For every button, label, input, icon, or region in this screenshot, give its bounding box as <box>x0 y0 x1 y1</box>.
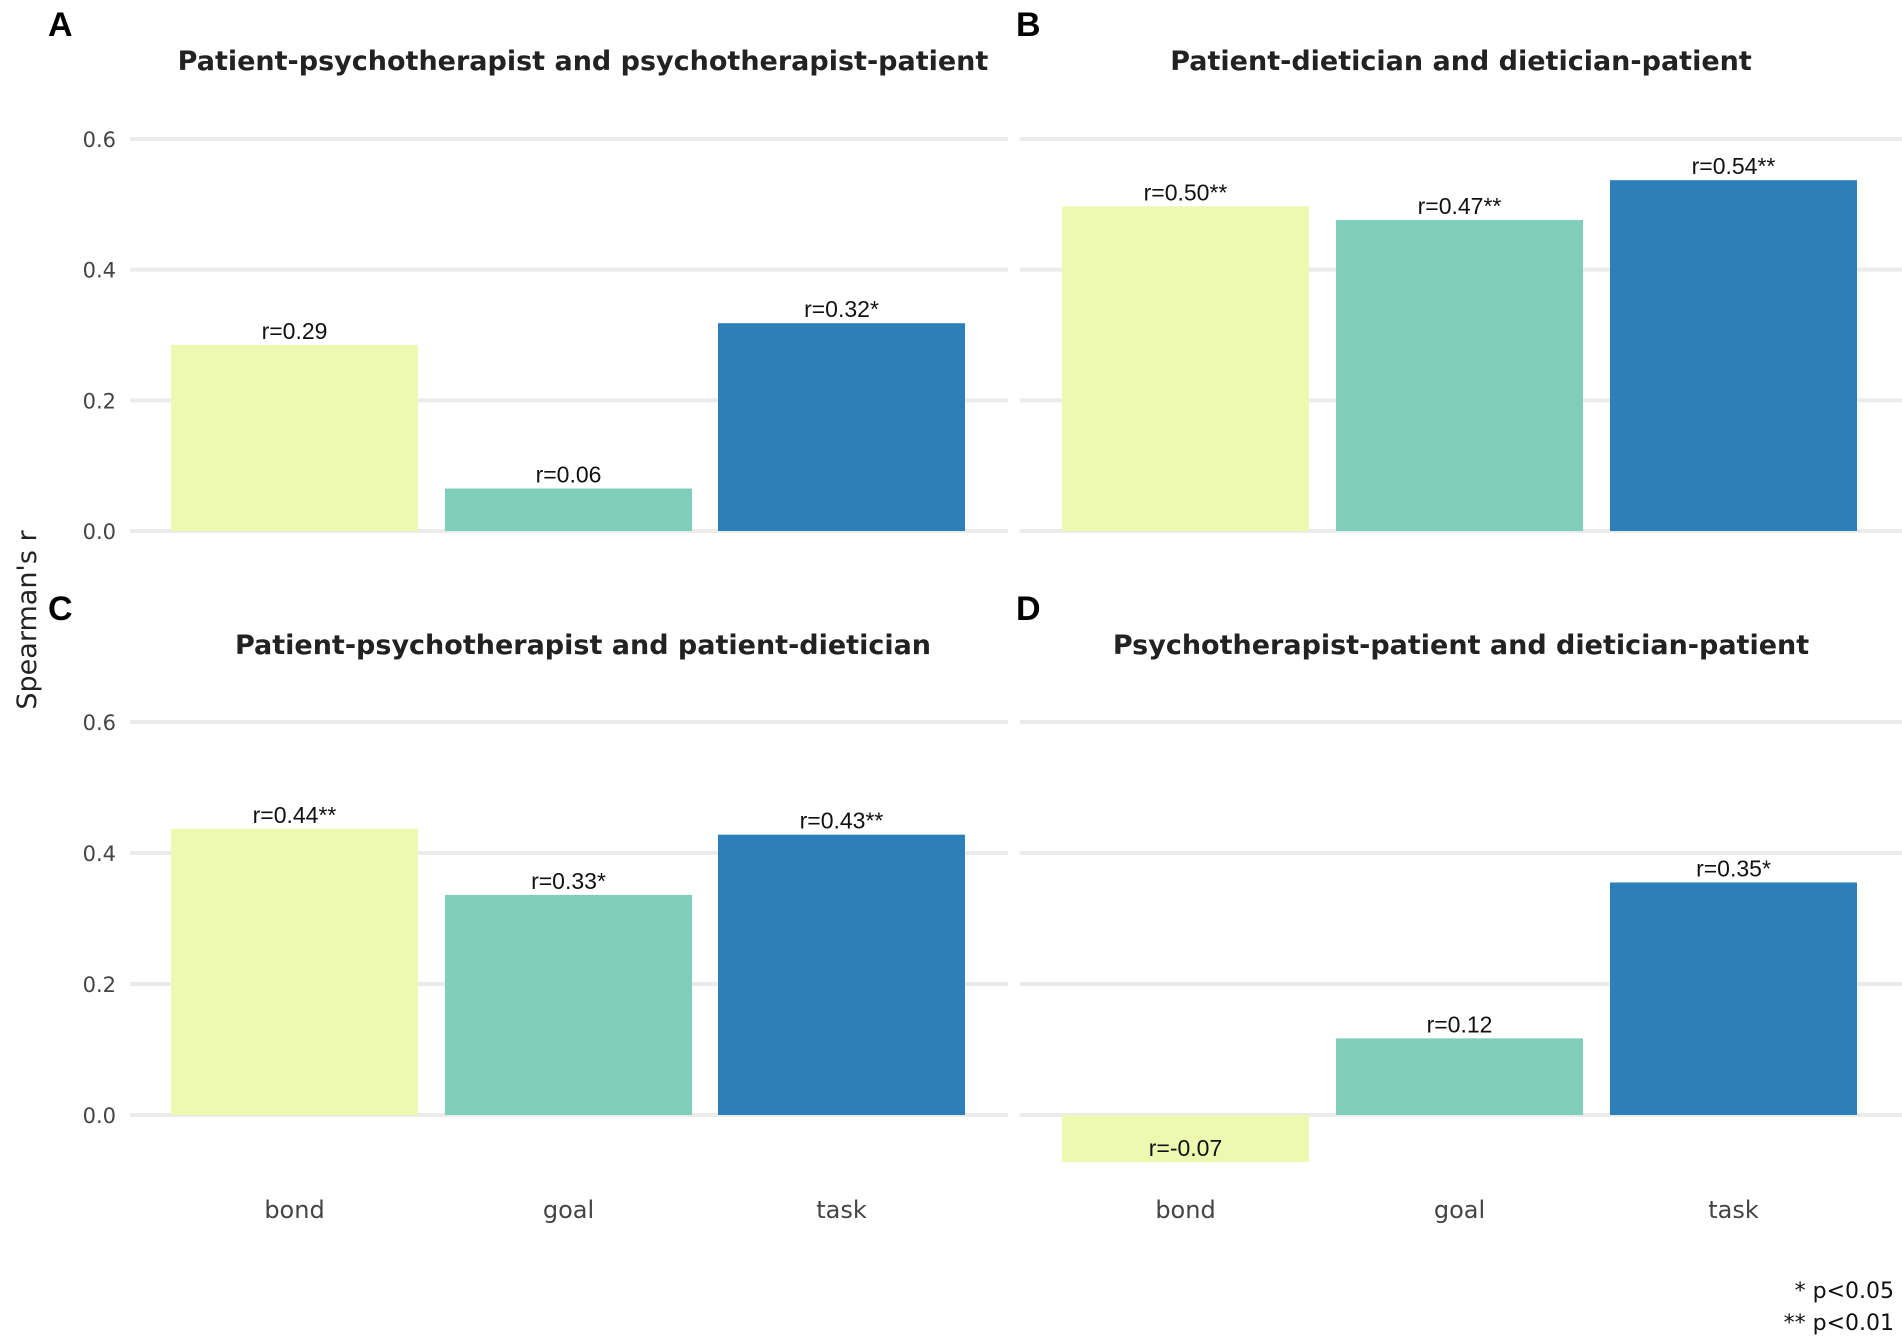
panel-letter: D <box>1016 590 1041 628</box>
panel-letter: C <box>48 590 73 628</box>
y-tick-label: 0.6 <box>83 711 116 735</box>
panel-title: Patient-dietician and dietician-patient <box>1170 46 1752 77</box>
bar-value-label: r=0.47** <box>1418 193 1502 219</box>
bar-goal <box>1336 1038 1583 1115</box>
bar-task <box>718 834 965 1115</box>
y-tick-label: 0.4 <box>83 842 116 866</box>
y-tick-label: 0.0 <box>83 520 116 544</box>
bar-bond <box>171 828 418 1115</box>
bar-value-label: r=0.06 <box>536 462 602 488</box>
bar-value-label: r=0.29 <box>262 318 328 344</box>
bar-bond <box>1062 206 1309 531</box>
bar-goal <box>445 488 692 531</box>
bar-value-label: r=0.12 <box>1427 1011 1493 1037</box>
bar-value-label: r=0.32* <box>804 296 879 322</box>
significance-footnote: ** p<0.01 <box>1784 1311 1894 1336</box>
y-tick-label: 0.2 <box>83 389 116 413</box>
x-category-label: bond <box>264 1196 324 1224</box>
bar-bond <box>171 344 418 531</box>
panel-letter: A <box>48 6 73 44</box>
bar-value-label: r=0.54** <box>1692 153 1776 179</box>
y-tick-label: 0.0 <box>83 1104 116 1128</box>
panel-title: Patient-psychotherapist and patient-diet… <box>235 630 931 661</box>
bar-value-label: r=-0.07 <box>1149 1135 1223 1161</box>
panel-title: Patient-psychotherapist and psychotherap… <box>178 46 989 77</box>
bar-goal <box>445 894 692 1115</box>
bar-task <box>1610 882 1857 1115</box>
bar-value-label: r=0.43** <box>800 808 884 834</box>
x-category-label: goal <box>543 1196 594 1224</box>
bar-value-label: r=0.50** <box>1144 179 1228 205</box>
x-category-label: task <box>1708 1196 1759 1224</box>
significance-footnote: * p<0.05 <box>1795 1279 1894 1304</box>
bar-goal <box>1336 220 1583 531</box>
y-axis-label: Spearman's r <box>12 530 43 710</box>
bar-value-label: r=0.44** <box>253 802 337 828</box>
bar-bond <box>1062 1115 1309 1163</box>
bar-task <box>718 323 965 531</box>
x-category-label: task <box>816 1196 867 1224</box>
bar-value-label: r=0.33* <box>531 868 606 894</box>
bar-task <box>1610 180 1857 531</box>
x-category-label: bond <box>1155 1196 1215 1224</box>
y-tick-label: 0.4 <box>83 259 116 283</box>
y-tick-label: 0.2 <box>83 973 116 997</box>
y-tick-label: 0.6 <box>83 128 116 152</box>
panel-letter: B <box>1016 6 1041 44</box>
bar-value-label: r=0.35* <box>1696 855 1771 881</box>
x-category-label: goal <box>1434 1196 1485 1224</box>
panel-title: Psychotherapist-patient and dietician-pa… <box>1113 630 1809 661</box>
